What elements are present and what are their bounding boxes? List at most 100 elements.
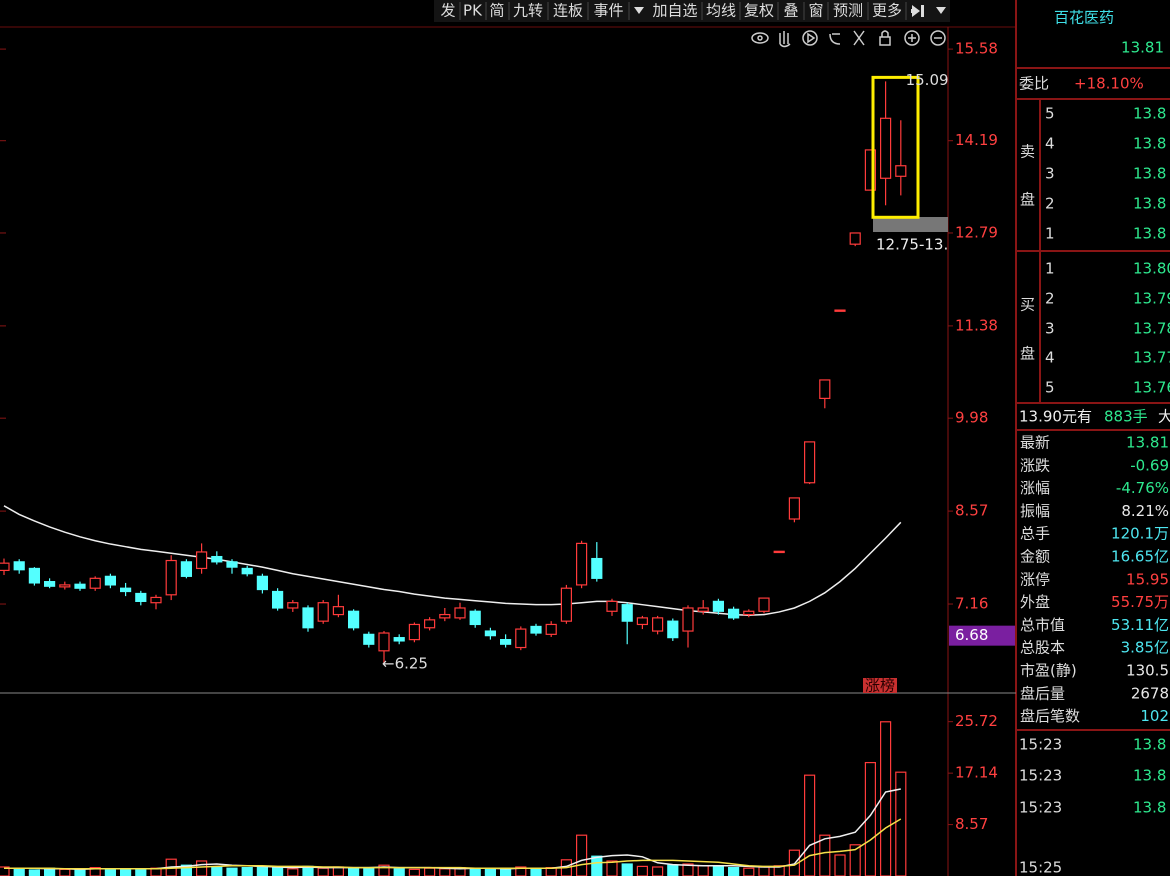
volume-bar [180, 864, 192, 876]
volume-bar [378, 864, 390, 876]
stat-value: 13.81 [1126, 434, 1169, 452]
tag-bg [863, 678, 897, 693]
candle-body [13, 561, 25, 571]
current-price-tag [949, 625, 1015, 646]
volume-bar [621, 863, 633, 876]
order-price: 13.8 [1133, 225, 1166, 243]
tick-time: 15:25 [1019, 859, 1062, 876]
volume-bar [59, 868, 71, 876]
volume-bar [697, 865, 709, 876]
order-price: 13.8 [1133, 165, 1166, 183]
toolbar-button[interactable]: 叠 [783, 2, 798, 20]
collapse-icon[interactable] [911, 5, 924, 17]
toolbar-button[interactable]: 事件 [593, 2, 623, 20]
stat-label: 总市值 [1020, 616, 1065, 634]
tag-label: 涨榜 [865, 677, 895, 695]
candle-body [758, 597, 770, 612]
volume-bar [256, 865, 268, 876]
toolbar-button[interactable]: 简 [489, 2, 504, 20]
order-level: 2 [1045, 195, 1055, 213]
tick-price: 13.8 [1133, 736, 1166, 754]
volume-bar [119, 869, 132, 876]
order-price: 13.77 [1133, 349, 1170, 367]
toolbar-button[interactable]: 复权 [744, 2, 774, 20]
candle-body [43, 581, 56, 587]
candle-body [74, 583, 86, 589]
lock-icon[interactable] [879, 36, 891, 46]
stat-value: 3.85亿 [1121, 639, 1169, 657]
side-label: 盘 [1020, 345, 1035, 363]
stat-label: 总股本 [1020, 639, 1065, 657]
hand-icon[interactable] [779, 31, 791, 48]
eye-icon[interactable] [751, 32, 769, 44]
candle-body [135, 592, 147, 602]
candle-body [211, 555, 223, 563]
candle-body [241, 567, 253, 575]
order-price: 13.8 [1133, 195, 1166, 213]
volume-bar [408, 868, 420, 876]
tool-icons [751, 30, 946, 48]
highlight-box [871, 75, 920, 219]
dropdown-icon[interactable] [634, 7, 644, 14]
stat-value: 130.5 [1126, 662, 1169, 680]
y-tick-label: 14.19 [955, 131, 998, 149]
toolbar-button[interactable]: 发 [440, 2, 455, 20]
stat-label: 盘后量 [1020, 684, 1065, 702]
volume-bar [575, 834, 588, 876]
toolbar-button[interactable]: PK [463, 2, 483, 20]
panel-lines [1016, 67, 1170, 731]
volume-bar [135, 868, 147, 876]
zoom-in-icon[interactable] [904, 30, 920, 46]
stat-label: 外盘 [1020, 593, 1050, 611]
stat-value: 16.65亿 [1111, 548, 1169, 566]
toolbar-button[interactable]: 九转 [513, 2, 543, 20]
zoom-out-icon[interactable] [930, 30, 946, 46]
candle-body [864, 149, 877, 191]
candle-body [332, 606, 344, 616]
toolbar-button[interactable]: 均线 [706, 2, 736, 20]
stat-label: 总手 [1020, 525, 1050, 543]
stock-name: 百花医药 [1054, 9, 1114, 27]
play-icon[interactable] [802, 30, 818, 46]
order-level: 5 [1045, 379, 1055, 397]
order-level: 2 [1045, 290, 1055, 308]
candle-body [727, 608, 740, 619]
y-tick-label: 8.57 [955, 502, 988, 520]
volume-bar [439, 868, 451, 876]
toolbar-button[interactable]: 窗 [808, 2, 823, 20]
tick-time: 15:23 [1019, 767, 1062, 785]
order-level: 1 [1045, 260, 1055, 278]
candle-body [424, 619, 436, 629]
candle-body [560, 587, 573, 622]
dropdown-icon[interactable] [936, 7, 946, 14]
volume-bar [393, 868, 405, 876]
cut-icon[interactable] [853, 30, 865, 46]
ratio-value: +18.10% [1074, 75, 1144, 93]
stat-value: -0.69 [1130, 456, 1169, 474]
play-icon [807, 32, 816, 44]
toolbar-button[interactable]: 预测 [833, 2, 863, 20]
candle-body [819, 379, 831, 399]
candle-body [317, 602, 329, 622]
toolbar-button[interactable]: 加自选 [652, 2, 697, 20]
toolbar-button[interactable]: 连板 [553, 2, 583, 20]
candle-body [697, 607, 709, 612]
volume-bar [424, 867, 436, 876]
stat-label: 涨跌 [1020, 456, 1050, 474]
candle-body [895, 165, 907, 177]
volume-bar [682, 863, 694, 876]
candle-body [621, 604, 633, 622]
y-tick-label: 9.98 [955, 409, 988, 427]
candle-body [302, 607, 314, 629]
candle-body [545, 623, 557, 635]
stat-value: 8.21% [1121, 502, 1169, 520]
candle-body [530, 625, 542, 634]
candle-body [378, 632, 390, 652]
candle-body [606, 600, 618, 612]
toolbar-button[interactable]: 更多 [872, 2, 902, 20]
undo-icon[interactable] [829, 33, 841, 45]
